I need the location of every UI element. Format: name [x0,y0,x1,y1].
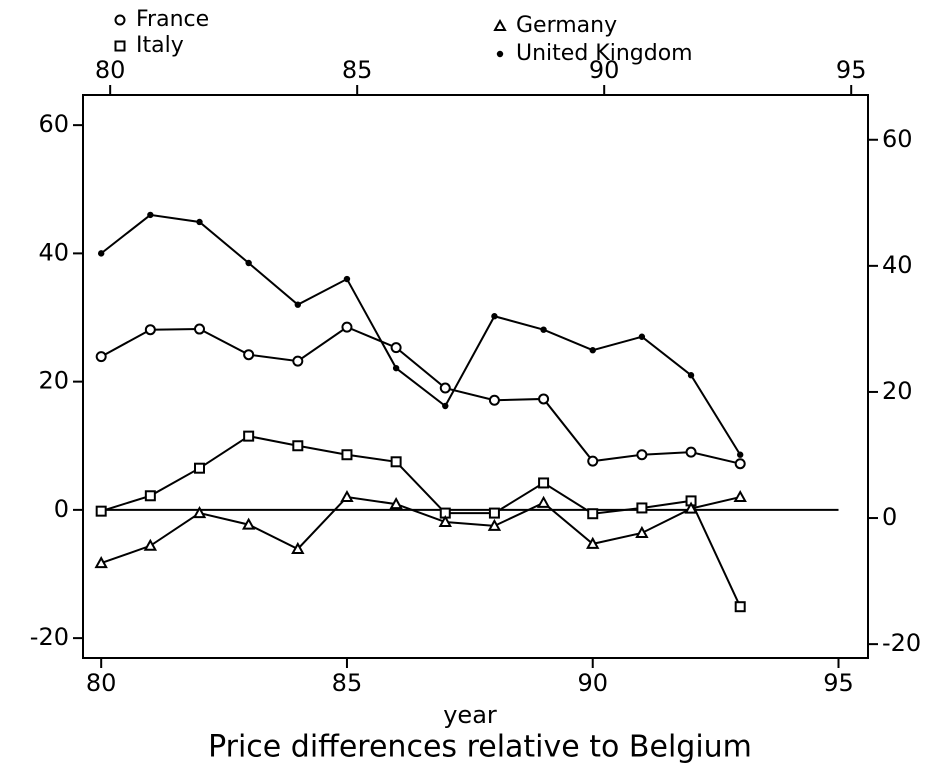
y-tick-label: 20 [38,367,69,395]
legend-label: Germany [516,13,617,38]
marker [343,275,351,283]
marker [736,451,744,458]
x-axis-label: year [443,701,497,729]
y2-tick-label: 20 [882,377,913,405]
marker [94,556,108,569]
y-tick-label: -20 [30,623,69,651]
marker [734,601,746,613]
y-tick-label: 60 [38,110,69,138]
marker [144,490,156,502]
marker [340,489,354,503]
marker [193,323,205,335]
marker [245,259,252,267]
marker [587,455,599,467]
marker [292,355,304,367]
y-tick-label: 40 [38,238,69,266]
x2-tick-label: 80 [95,56,126,84]
marker [390,342,402,354]
x-tick-label: 90 [577,669,608,697]
marker [586,536,600,549]
marker [196,218,203,226]
marker [687,372,695,379]
series-line [100,495,741,565]
marker [95,505,107,517]
marker [589,347,596,354]
chart-title: Price differences relative to Belgium [208,730,752,765]
marker [95,351,107,363]
legend-marker [114,40,126,52]
marker [540,326,547,333]
marker [636,502,648,514]
legend-label: Italy [136,33,184,58]
marker [439,382,451,394]
marker [685,446,697,458]
legend-marker [493,18,507,31]
y2-tick-label: -20 [882,629,921,657]
marker [341,321,353,333]
marker [243,349,255,361]
y2-tick-label: 60 [882,125,913,153]
marker [491,313,498,320]
marker [392,364,400,372]
legend-marker [114,14,126,26]
marker [389,497,403,510]
series-line [100,213,742,456]
y2-tick-label: 40 [882,251,913,279]
marker [243,430,255,442]
legend-label: United Kingdom [516,41,693,66]
marker [442,402,449,410]
marker [587,508,599,520]
marker [147,211,154,219]
marker [341,449,353,461]
marker [97,250,105,257]
marker [192,506,207,519]
marker [636,449,648,461]
marker [487,518,502,531]
marker [734,458,746,470]
marker [538,393,550,405]
legend-label: France [136,7,209,32]
x-tick-label: 95 [823,669,854,697]
marker [294,301,302,308]
marker [684,501,698,514]
series-line [100,325,741,465]
series-line [100,435,742,608]
marker [438,515,452,528]
marker [733,489,747,503]
marker [488,507,500,519]
x2-tick-label: 90 [589,56,620,84]
y2-tick-label: 0 [882,503,897,531]
plot-frame [82,94,869,659]
marker [538,477,550,489]
x2-tick-label: 95 [836,56,867,84]
marker [291,541,305,554]
marker [241,517,256,530]
marker [488,394,500,406]
x-tick-label: 80 [86,669,117,697]
y-tick-label: 0 [54,495,69,523]
marker [536,495,551,508]
marker [390,456,402,468]
marker [292,440,304,452]
marker [193,462,205,474]
marker [144,324,156,336]
x-tick-label: 85 [332,669,363,697]
legend-marker [496,50,504,58]
marker [635,525,649,538]
marker [638,333,646,340]
marker [143,538,158,551]
x2-tick-label: 85 [342,56,373,84]
